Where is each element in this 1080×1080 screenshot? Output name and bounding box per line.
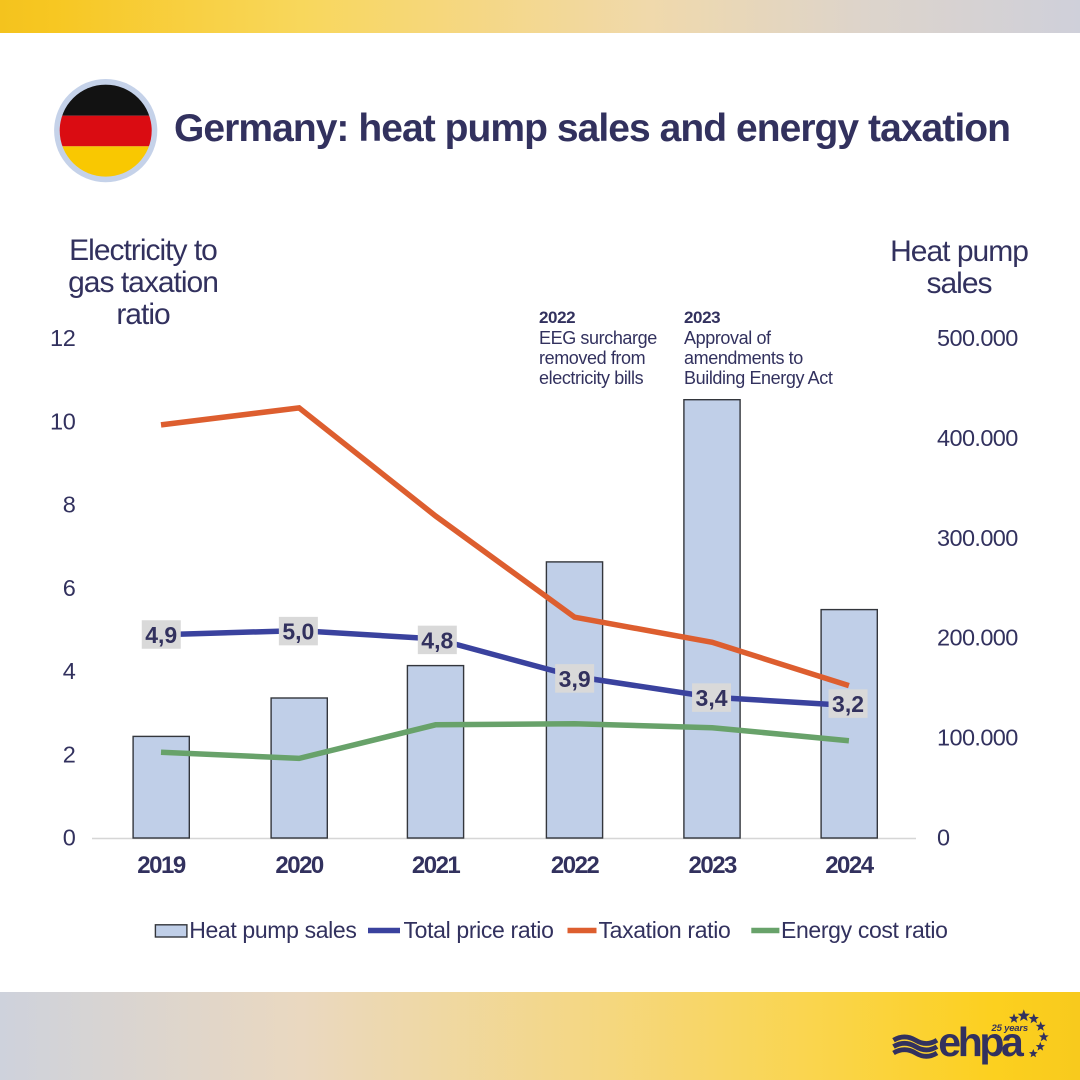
svg-text:6: 6	[63, 575, 76, 601]
svg-text:3,4: 3,4	[696, 685, 728, 711]
svg-text:4,8: 4,8	[421, 628, 453, 654]
svg-text:0: 0	[937, 825, 950, 851]
svg-text:5,0: 5,0	[282, 619, 314, 645]
svg-text:25 years: 25 years	[991, 1023, 1028, 1034]
svg-text:400.000: 400.000	[937, 425, 1018, 451]
svg-text:200.000: 200.000	[937, 625, 1018, 651]
svg-text:2: 2	[63, 741, 76, 767]
svg-text:Energy cost ratio: Energy cost ratio	[781, 917, 948, 943]
svg-text:2023: 2023	[689, 852, 738, 879]
svg-text:2024: 2024	[825, 852, 875, 879]
svg-text:8: 8	[63, 492, 76, 518]
svg-text:ehpa: ehpa	[938, 1019, 1025, 1065]
svg-text:0: 0	[63, 825, 76, 851]
svg-text:3,2: 3,2	[832, 691, 864, 717]
svg-text:4,9: 4,9	[145, 622, 177, 648]
svg-text:100.000: 100.000	[937, 725, 1018, 751]
svg-text:2019: 2019	[137, 852, 186, 879]
svg-text:12: 12	[50, 325, 76, 351]
svg-text:3,9: 3,9	[559, 666, 591, 692]
svg-text:Total price ratio: Total price ratio	[404, 917, 554, 943]
svg-text:Heat pump sales: Heat pump sales	[189, 917, 356, 943]
svg-text:2022: 2022	[551, 852, 600, 879]
svg-text:10: 10	[50, 408, 76, 434]
svg-text:500.000: 500.000	[937, 325, 1018, 351]
svg-text:300.000: 300.000	[937, 525, 1018, 551]
svg-text:4: 4	[63, 658, 76, 684]
svg-text:Taxation ratio: Taxation ratio	[599, 917, 731, 943]
svg-text:2021: 2021	[412, 852, 461, 879]
svg-text:2020: 2020	[275, 852, 324, 879]
